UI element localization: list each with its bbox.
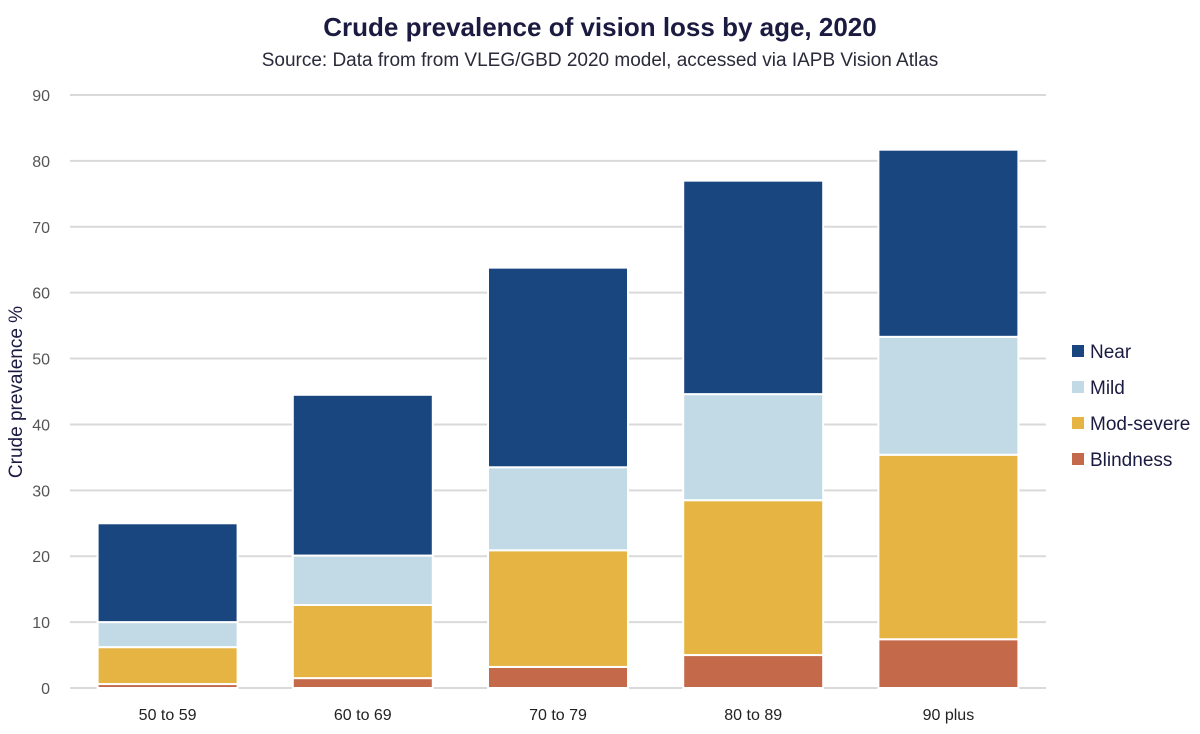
bar-near xyxy=(291,393,434,557)
bar-mild xyxy=(877,335,1020,456)
bar-mild xyxy=(682,393,825,502)
legend-label: Mild xyxy=(1090,378,1125,399)
chart-title: Crude prevalence of vision loss by age, … xyxy=(323,12,877,42)
legend-swatch xyxy=(1072,417,1084,429)
bar-near xyxy=(877,148,1020,338)
legend-swatch xyxy=(1072,453,1084,465)
x-tick-label: 80 to 89 xyxy=(724,707,782,724)
bar-blindness xyxy=(291,677,434,689)
y-tick-label: 50 xyxy=(32,352,50,369)
bar-blindness xyxy=(487,665,629,689)
legend-swatch xyxy=(1072,345,1084,357)
bar-mild xyxy=(96,621,239,649)
y-tick-label: 80 xyxy=(32,154,50,171)
legend: Near Mild Mod-severe Blindness xyxy=(1072,342,1190,471)
legend-label: Near xyxy=(1090,342,1132,363)
x-axis-ticks: 50 to 59 60 to 69 70 to 79 80 to 89 90 plus xyxy=(139,707,975,724)
x-tick-label: 70 to 79 xyxy=(529,707,587,724)
bars xyxy=(96,148,1020,690)
chart-subtitle: Source: Data from from VLEG/GBD 2020 mod… xyxy=(261,50,939,71)
bar-mod-severe xyxy=(96,646,239,686)
bar-near xyxy=(487,266,629,469)
bar-blindness xyxy=(682,654,825,689)
y-tick-label: 20 xyxy=(32,549,50,566)
bar-mod-severe xyxy=(291,603,434,680)
legend-label: Mod-severe xyxy=(1090,414,1190,435)
y-tick-label: 90 xyxy=(32,88,50,105)
x-tick-label: 90 plus xyxy=(923,707,975,724)
y-tick-label: 70 xyxy=(32,220,50,237)
y-axis-ticks: 0 10 20 30 40 50 60 70 80 90 xyxy=(32,88,50,698)
legend-swatch xyxy=(1072,381,1084,393)
bar-blindness xyxy=(877,638,1020,690)
y-tick-label: 40 xyxy=(32,417,50,434)
y-axis-label: Crude prevalence % xyxy=(6,306,27,478)
bar-mild xyxy=(487,466,629,552)
y-tick-label: 0 xyxy=(41,681,50,698)
bar-mod-severe xyxy=(682,499,825,657)
bar-mod-severe xyxy=(877,453,1020,641)
legend-label: Blindness xyxy=(1090,450,1172,471)
bar-near xyxy=(96,522,239,624)
x-tick-label: 50 to 59 xyxy=(139,707,197,724)
y-tick-label: 10 xyxy=(32,615,50,632)
x-tick-label: 60 to 69 xyxy=(334,707,392,724)
y-tick-label: 30 xyxy=(32,483,50,500)
bar-mod-severe xyxy=(487,549,629,668)
bar-mild xyxy=(291,554,434,606)
bar-near xyxy=(682,179,825,396)
y-tick-label: 60 xyxy=(32,286,50,303)
